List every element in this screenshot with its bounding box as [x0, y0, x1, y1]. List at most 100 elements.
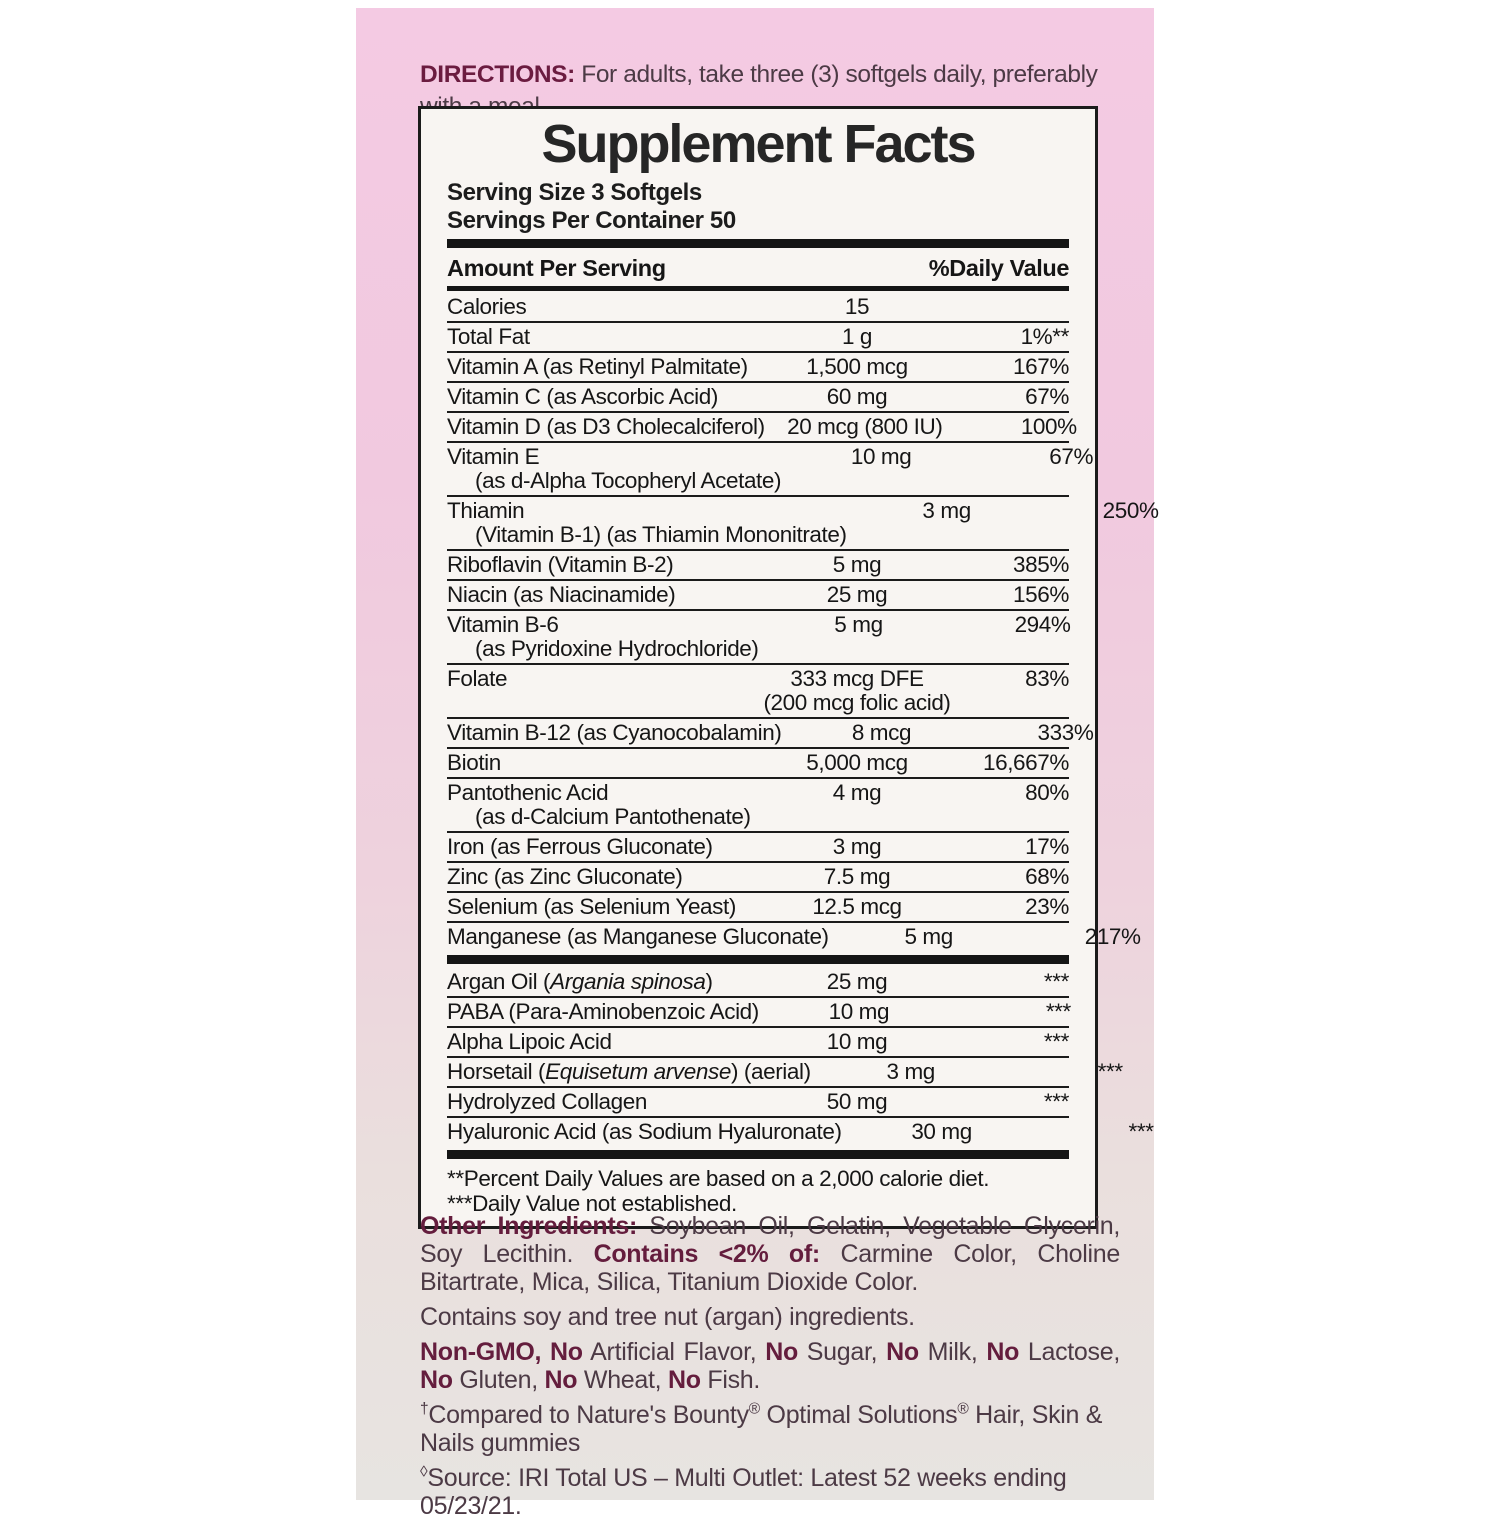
divider-thick — [447, 1150, 1069, 1159]
nutrient-name: Vitamin E (as d-Alpha Tocopheryl Acetate) — [447, 444, 782, 493]
text: PABA (Para-Aminobenzoic Acid) — [447, 999, 759, 1024]
nutrient-name: Niacin (as Niacinamide) — [447, 583, 757, 607]
nutrient-name: Zinc (as Zinc Gluconate) — [447, 865, 757, 889]
nutrient-name: Vitamin B-12 (as Cyanocobalamin) — [447, 721, 782, 745]
text: ® — [748, 1400, 760, 1418]
nutrient-name: Horsetail (Equisetum arvense) (aerial) — [447, 1060, 811, 1084]
table-row: Hyaluronic Acid (as Sodium Hyaluronate) 3… — [447, 1118, 1154, 1146]
bold-text: No — [765, 1338, 798, 1366]
amount-value: 20 mcg (800 IU) — [787, 414, 943, 439]
amount-value: 3 mg — [832, 834, 882, 859]
divider — [447, 579, 1069, 581]
nutrient-name: Argan Oil (Argania spinosa) — [447, 970, 757, 994]
text: Zinc (as Zinc Gluconate) — [447, 864, 683, 889]
nutrient-name: Riboflavin (Vitamin B-2) — [447, 553, 757, 577]
amount-value: 50 mg — [826, 1089, 888, 1114]
directions-text: DIRECTIONS: For adults, take three (3) s… — [420, 59, 1126, 123]
table-row: Total Fat 1 g 1%** — [447, 323, 1069, 351]
text: Vitamin D (as D3 Cholecalciferol) — [447, 414, 765, 439]
nutrient-name: Manganese (as Manganese Gluconate) — [447, 925, 829, 949]
text: ◊ — [420, 1463, 428, 1481]
supplement-facts-box: Supplement Facts Serving Size 3 Softgels… — [418, 106, 1159, 1229]
table-row: Alpha Lipoic Acid 10 mg *** — [447, 1028, 1069, 1056]
table-row: Folate 333 mcg DFE (200 mcg folic acid) 83% — [447, 665, 1069, 717]
text: Optimal Solutions — [759, 1401, 958, 1429]
amount-value: 10 mg — [826, 1029, 888, 1054]
table-row: Vitamin B-12 (as Cyanocobalamin) 8 mcg 333… — [447, 719, 1094, 747]
text: Hair, Skin & Nails gummies — [420, 1401, 1103, 1457]
text: Argan Oil ( — [447, 969, 551, 994]
nutrient-table: Calories 15 Total Fat 1 g 1%** Vitamin A (as … — [447, 293, 1159, 1159]
table-row: Manganese (as Manganese Gluconate) 5 mg 21… — [447, 923, 1141, 951]
daily-value: 83% — [1025, 666, 1069, 691]
text: Vitamin B-6 — [447, 612, 559, 637]
text: Total Fat — [447, 324, 530, 349]
divider — [447, 609, 1069, 611]
daily-value: 294% — [1014, 612, 1071, 637]
text: Calories — [447, 294, 527, 319]
text: Artificial Flavor, — [582, 1338, 766, 1366]
amount-value: 60 mg — [826, 384, 888, 409]
text: Vitamin A (as Retinyl Palmitate) — [447, 354, 748, 379]
text: Selenium (as Selenium Yeast) — [447, 894, 736, 919]
nutrient-name: Hyaluronic Acid (as Sodium Hyaluronate) — [447, 1120, 842, 1144]
daily-value: 100% — [1020, 414, 1077, 439]
other-ingredients-text: Other Ingredients: Soybean Oil, Gelatin,… — [420, 1212, 1120, 1296]
table-row: Selenium (as Selenium Yeast) 12.5 mcg 23% — [447, 893, 1069, 921]
daily-value: 23% — [1025, 894, 1069, 919]
text: Niacin (as Niacinamide) — [447, 582, 676, 607]
daily-value: *** — [1097, 1059, 1123, 1084]
divider — [447, 1086, 1069, 1088]
text: Manganese (as Manganese Gluconate) — [447, 924, 829, 949]
text: Contains soy and tree nut (argan) ingred… — [420, 1303, 915, 1331]
nutrient-name: Total Fat — [447, 325, 757, 349]
nutrient-name: Iron (as Ferrous Gluconate) — [447, 835, 757, 859]
text — [541, 1338, 550, 1366]
supplement-facts-title: Supplement Facts — [541, 114, 976, 174]
divider-thick — [447, 955, 1069, 964]
text: † — [420, 1400, 429, 1418]
amount-value: 25 mg — [826, 582, 888, 607]
table-row: Biotin 5,000 mcg 16,667% — [447, 749, 1069, 777]
nutrient-name: Selenium (as Selenium Yeast) — [447, 895, 757, 919]
source-note: ◊Source: IRI Total US – Multi Outlet: La… — [420, 1464, 1120, 1520]
text: Alpha Lipoic Acid — [447, 1029, 612, 1054]
text: ® — [957, 1400, 969, 1418]
divider — [447, 891, 1069, 893]
text: Milk, — [918, 1338, 987, 1366]
divider — [447, 777, 1069, 779]
divider — [447, 747, 1069, 749]
daily-value: 1%** — [1020, 324, 1070, 349]
text: Sugar, — [797, 1338, 887, 1366]
amount-value: 3 mg — [886, 1059, 935, 1084]
amount-value: 10 mg — [828, 999, 890, 1024]
text: Horsetail ( — [447, 1059, 546, 1084]
divider — [447, 321, 1069, 323]
bold-text: No — [544, 1366, 578, 1394]
divider — [447, 411, 1069, 413]
daily-value: 167% — [1013, 354, 1069, 379]
serving-size: Serving Size 3 Softgels — [447, 179, 702, 206]
amount-value: 8 mcg — [851, 720, 912, 745]
amount-value: 1 g — [841, 324, 873, 349]
text: Source: IRI Total US – Multi Outlet: Lat… — [420, 1464, 1067, 1520]
text: Biotin — [447, 750, 501, 775]
divider — [447, 1056, 1069, 1058]
text: Iron (as Ferrous Gluconate) — [447, 834, 713, 859]
bold-text: Contains <2% of: — [593, 1240, 821, 1268]
divider — [447, 351, 1069, 353]
nutrient-name: Folate — [447, 667, 757, 691]
bold-text: No — [986, 1338, 1020, 1366]
text: Vitamin E — [447, 444, 540, 469]
amount-value: 5 mg — [832, 552, 882, 577]
text: Equisetum arvense — [545, 1059, 731, 1084]
nutrient-name: Vitamin C (as Ascorbic Acid) — [447, 385, 757, 409]
bottom-text-block: Other Ingredients: Soybean Oil, Gelatin,… — [420, 1212, 1120, 1520]
table-row: Hydrolyzed Collagen 50 mg *** — [447, 1088, 1069, 1116]
nutrient-subname: (Vitamin B-1) (as Thiamin Mononitrate) — [475, 522, 847, 547]
divider — [447, 549, 1069, 551]
divider — [447, 663, 1069, 665]
divider — [447, 996, 1069, 998]
bold-text: DIRECTIONS: — [420, 60, 575, 88]
footnote-not-established: ***Daily Value not established. — [447, 1191, 737, 1216]
